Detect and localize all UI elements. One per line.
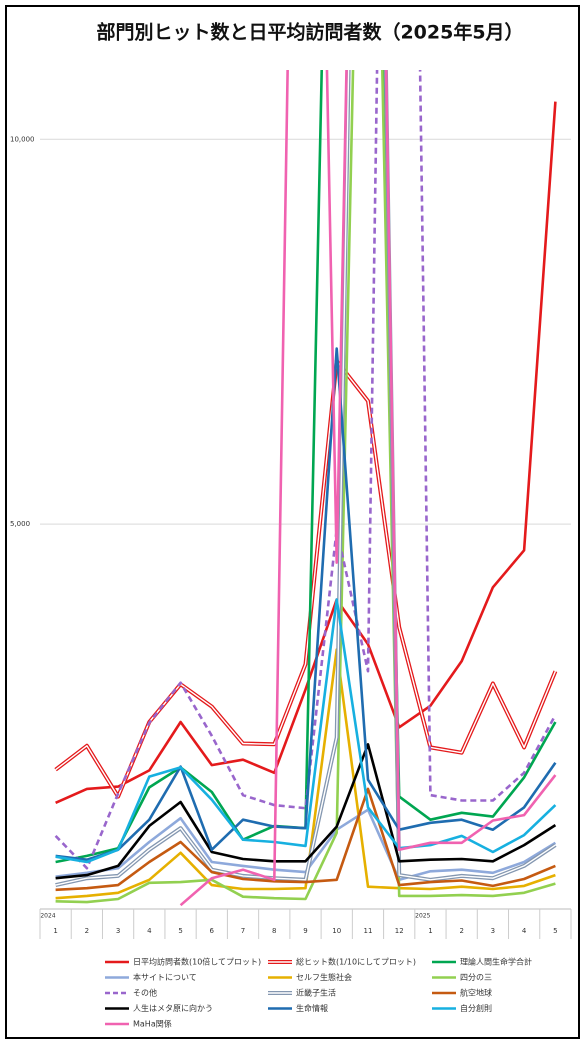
legend-label: 四分の三 [460,973,492,982]
x-tick-label: 5 [178,927,182,935]
legend-label: その他 [133,988,157,998]
legend-label: 近畿子生活 [296,988,336,998]
x-tick-label: 10 [332,927,341,935]
year-label: 2024 [40,913,55,920]
x-tick-label: 9 [303,927,307,935]
x-tick-label: 8 [272,927,276,935]
series-line [55,743,557,880]
legend-label: 人生はメタ原に向かう [133,1003,213,1013]
x-tick-label: 5 [553,927,557,935]
year-label: 2025 [415,913,430,920]
series-line [54,359,558,799]
x-tick-label: 3 [491,927,495,935]
series-line [55,347,557,861]
x-tick-label: 2 [85,927,89,935]
x-tick-label: 7 [241,927,245,935]
y-tick-label: 10,000 [10,135,35,143]
legend-label: 本サイトについて [133,972,197,982]
frame [5,5,580,1039]
x-tick-label: 3 [116,927,120,935]
x-tick-label: 4 [522,927,527,935]
x-tick-label: 4 [147,927,152,935]
legend-label: セルフ生態社会 [296,972,352,982]
x-tick-label: 1 [428,927,432,935]
series-line [55,648,556,900]
x-tick-label: 1 [53,927,57,935]
legend-label: 生命情報 [296,1003,328,1013]
x-tick-label: 11 [364,927,373,935]
legend-label: 理論人間生命学合計 [460,957,532,967]
y-tick-label: 5,000 [10,520,30,528]
legend-label: 自分創則 [460,1003,492,1013]
series-line-inner [55,70,556,886]
x-tick-label: 6 [210,927,215,935]
legend-label: MaHa関係 [133,1020,172,1029]
series-line [179,70,557,907]
series-line [55,70,557,888]
series-line [55,101,557,804]
chart-title: 部門別ヒット数と日平均訪問者数（2025年5月） [96,21,523,44]
x-tick-label: 12 [395,927,404,935]
legend-label: 総ヒット数(1/10にしてプロット) [296,957,416,967]
series-line [54,70,557,870]
series-line-inner [55,360,557,798]
legend-label: 航空地球 [460,988,492,998]
x-tick-label: 2 [459,927,463,935]
legend-label: 日平均訪問者数(10倍してプロット) [133,957,261,967]
series-line [55,70,556,904]
series-line [55,598,557,864]
series-line [55,787,556,892]
series-line [55,70,557,864]
